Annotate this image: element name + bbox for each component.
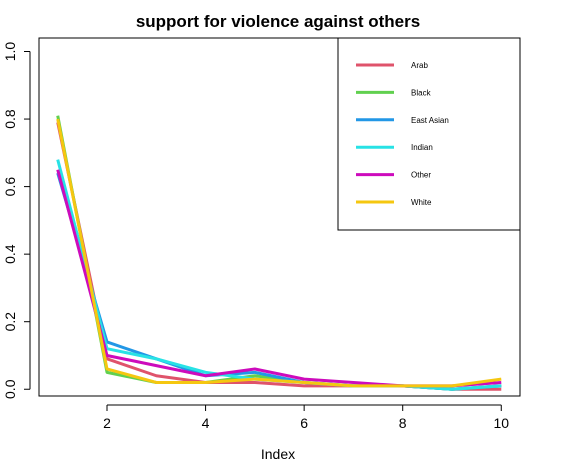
x-tick-label: 4 <box>202 415 210 431</box>
x-tick-label: 10 <box>493 415 509 431</box>
y-tick-label: 0.0 <box>2 379 18 399</box>
x-tick-label: 6 <box>300 415 308 431</box>
legend-label-east-asian: East Asian <box>411 116 449 125</box>
legend: Arab Black East Asian Indian Other White <box>337 37 521 231</box>
legend-label-indian: Indian <box>411 143 433 152</box>
y-tick-label: 0.2 <box>2 312 18 332</box>
x-axis-title: Index <box>261 446 295 461</box>
x-axis: 2 4 6 8 10 <box>103 404 509 431</box>
y-axis: 0.0 0.2 0.4 0.6 0.8 1.0 <box>2 42 31 399</box>
legend-label-black: Black <box>411 88 432 97</box>
legend-label-white: White <box>411 198 432 207</box>
x-tick-label: 2 <box>103 415 111 431</box>
y-tick-label: 0.6 <box>2 177 18 197</box>
y-tick-label: 1.0 <box>2 42 18 62</box>
legend-label-arab: Arab <box>411 61 428 70</box>
chart-title: support for violence against others <box>136 12 420 31</box>
legend-label-other: Other <box>411 171 431 180</box>
series-line-white <box>56 118 502 388</box>
legend-box <box>337 37 521 231</box>
series-lines <box>56 115 502 391</box>
y-tick-label: 0.8 <box>2 109 18 129</box>
x-tick-label: 8 <box>399 415 407 431</box>
y-tick-label: 0.4 <box>2 244 18 264</box>
